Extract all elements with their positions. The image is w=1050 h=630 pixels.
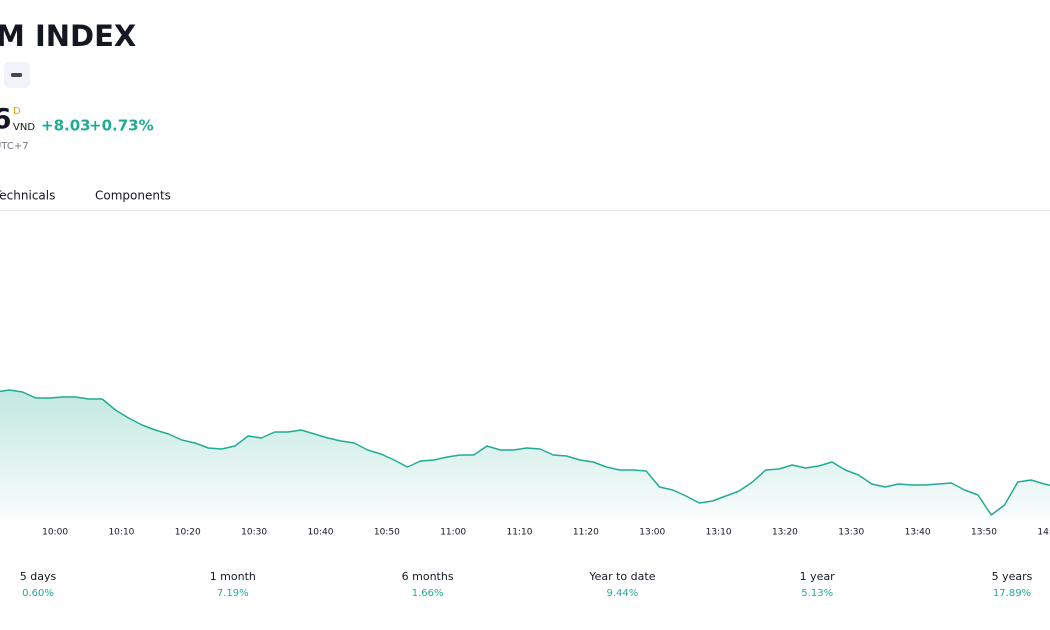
x-tick-label: 13:30 xyxy=(838,528,864,538)
x-tick-label: 11:00 xyxy=(440,528,466,538)
x-tick-label: 10:10 xyxy=(108,528,134,538)
period-label[interactable]: Year to date xyxy=(588,570,655,583)
price: 6 xyxy=(0,102,11,135)
symbol-title: M INDEX xyxy=(0,19,136,53)
change: +8.03 xyxy=(41,117,91,135)
minus-icon xyxy=(11,73,22,77)
period-return: 7.19% xyxy=(217,588,249,599)
x-tick-label: 13:10 xyxy=(706,528,732,538)
x-tick-label: 11:10 xyxy=(507,528,533,538)
x-tick-label: 10:50 xyxy=(374,528,400,538)
period-label[interactable]: 1 year xyxy=(800,570,836,583)
timezone: UTC+7 xyxy=(0,141,29,152)
x-tick-label: 13:40 xyxy=(905,528,931,538)
change-percent: +0.73% xyxy=(89,117,154,135)
x-tick-label: 13:50 xyxy=(971,528,997,538)
x-tick-label: 10:40 xyxy=(308,528,334,538)
period-return: 1.66% xyxy=(412,588,444,599)
price-line xyxy=(0,389,1050,516)
x-tick-label: 11:20 xyxy=(573,528,599,538)
period-return: 9.44% xyxy=(607,588,639,599)
period-return: 0.60% xyxy=(22,588,54,599)
area-fill xyxy=(0,390,1050,520)
tab[interactable]: Technicals xyxy=(0,189,55,203)
x-tick-label: 13:00 xyxy=(639,528,665,538)
period-label[interactable]: 5 days xyxy=(20,570,57,583)
period-return: 17.89% xyxy=(993,588,1031,599)
market-status: D xyxy=(13,106,21,117)
x-tick-label: 13:20 xyxy=(772,528,798,538)
period-return: 5.13% xyxy=(801,588,833,599)
period-label[interactable]: 6 months xyxy=(402,570,454,583)
x-tick-label: 10:20 xyxy=(175,528,201,538)
x-tick-label: 10:30 xyxy=(241,528,267,538)
x-tick-label: 14:00 xyxy=(1037,528,1050,538)
currency: VND xyxy=(13,122,35,133)
period-label[interactable]: 5 years xyxy=(992,570,1033,583)
x-tick-label: 10:00 xyxy=(42,528,68,538)
period-label[interactable]: 1 month xyxy=(210,570,256,583)
tab[interactable]: Components xyxy=(95,189,171,203)
